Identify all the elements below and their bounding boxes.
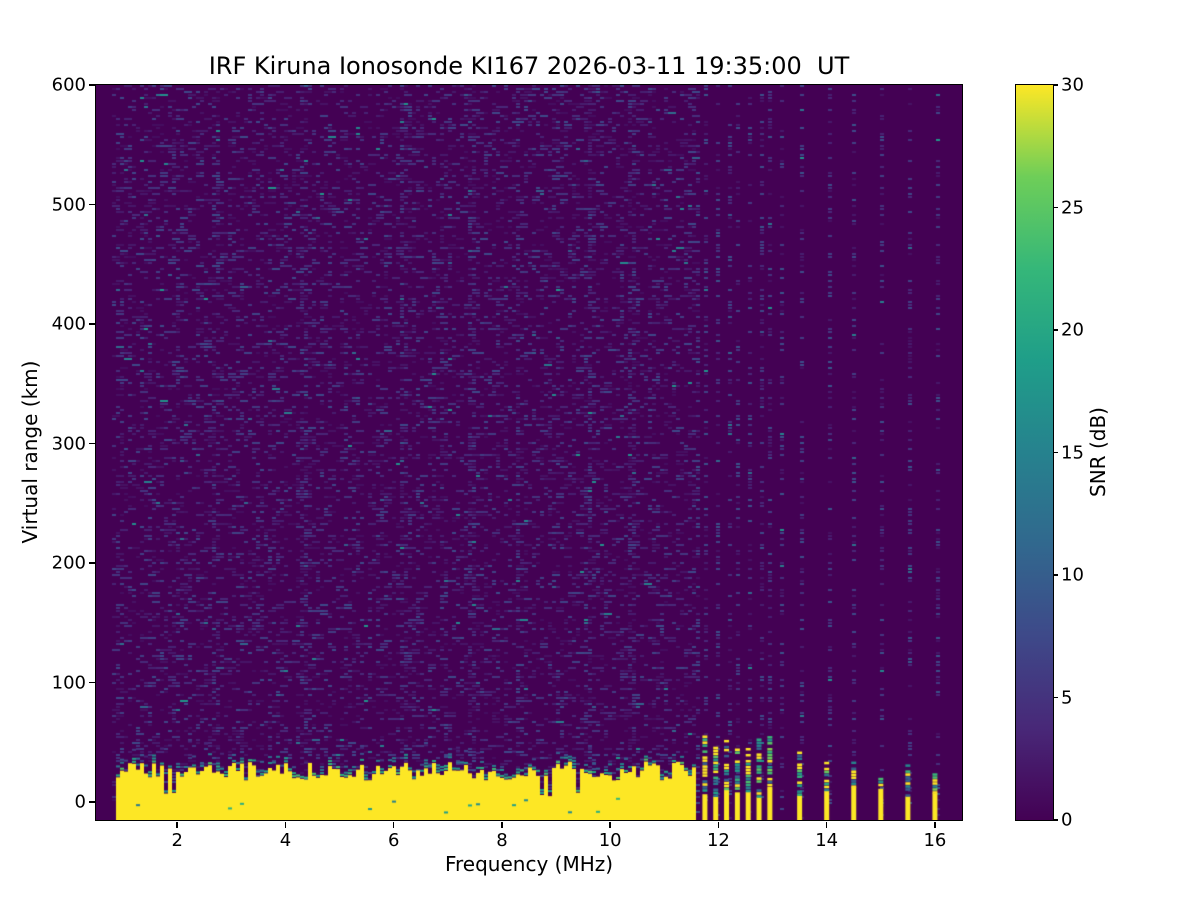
colorbar-tick-label: 25 xyxy=(1061,197,1084,218)
ionogram-heatmap xyxy=(95,84,962,820)
colorbar-tick-label: 0 xyxy=(1061,809,1073,831)
colorbar-tick-label: 10 xyxy=(1061,564,1084,586)
colorbar-tick-mark xyxy=(1053,574,1058,576)
y-tick-mark xyxy=(88,681,95,684)
colorbar-tick-mark xyxy=(1053,329,1058,331)
x-tick-label: 14 xyxy=(815,830,839,851)
x-tick-label: 10 xyxy=(598,830,622,851)
x-axis-label: Frequency (MHz) xyxy=(444,852,614,876)
y-tick-mark xyxy=(88,84,95,86)
y-tick-label: 0 xyxy=(74,791,86,813)
colorbar-tick-label: 30 xyxy=(1061,74,1084,96)
y-tick-label: 300 xyxy=(51,433,86,455)
y-tick-label: 100 xyxy=(51,672,86,694)
colorbar-tick-mark xyxy=(1053,451,1058,454)
y-tick-label: 400 xyxy=(51,313,86,335)
colorbar-gradient xyxy=(1015,84,1053,820)
x-tick-mark xyxy=(501,821,503,828)
x-tick-label: 2 xyxy=(171,830,183,851)
chart-title: IRF Kiruna Ionosonde KI167 2026-03-11 19… xyxy=(208,52,850,80)
y-tick-label: 200 xyxy=(51,552,86,574)
x-tick-label: 12 xyxy=(706,830,730,851)
colorbar-tick-mark xyxy=(1053,696,1058,699)
y-tick-mark xyxy=(88,801,95,803)
y-tick-mark xyxy=(88,442,95,445)
x-tick-label: 4 xyxy=(279,830,292,851)
y-tick-label: 500 xyxy=(51,194,86,215)
colorbar-tick-label: 15 xyxy=(1061,442,1084,463)
x-tick-mark xyxy=(609,821,611,828)
x-tick-mark xyxy=(284,821,287,828)
x-tick-mark xyxy=(176,821,178,828)
x-tick-mark xyxy=(717,821,720,828)
x-tick-label: 8 xyxy=(496,830,508,851)
colorbar-tick-mark xyxy=(1053,819,1058,821)
colorbar-label: SNR (dB) xyxy=(1086,407,1110,497)
colorbar-tick-label: 5 xyxy=(1061,687,1073,708)
x-tick-mark xyxy=(934,821,936,828)
colorbar-tick-label: 20 xyxy=(1061,319,1084,341)
x-tick-mark xyxy=(392,821,395,828)
colorbar xyxy=(1014,83,1054,821)
colorbar-tick-mark xyxy=(1053,84,1058,86)
y-tick-label: 600 xyxy=(51,74,86,96)
x-tick-mark xyxy=(825,821,828,828)
plot-area xyxy=(94,83,963,821)
y-tick-mark xyxy=(88,323,95,325)
x-tick-label: 6 xyxy=(387,830,400,851)
y-tick-mark xyxy=(88,562,95,564)
y-tick-mark xyxy=(88,203,95,206)
colorbar-tick-mark xyxy=(1053,206,1058,209)
x-tick-label: 16 xyxy=(923,830,947,851)
